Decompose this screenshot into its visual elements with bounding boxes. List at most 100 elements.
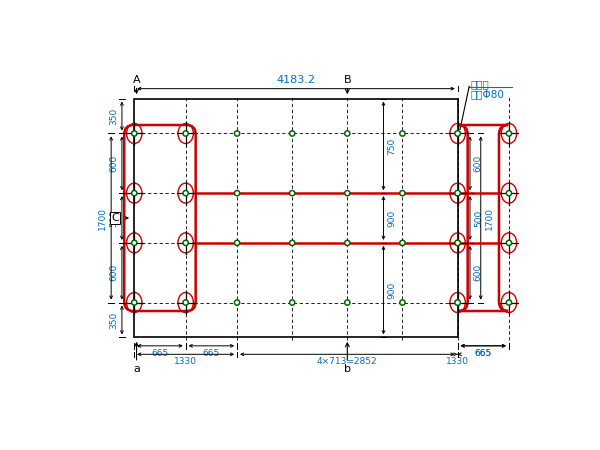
Circle shape (457, 302, 459, 304)
Circle shape (508, 242, 510, 244)
Circle shape (400, 190, 405, 196)
Circle shape (401, 242, 404, 244)
Circle shape (508, 302, 510, 304)
Text: 1700: 1700 (98, 207, 107, 230)
Circle shape (133, 132, 136, 135)
Text: a: a (133, 364, 140, 374)
Text: b: b (344, 364, 351, 374)
Circle shape (235, 240, 240, 246)
Circle shape (457, 242, 459, 244)
Text: 500: 500 (474, 209, 483, 227)
Circle shape (506, 300, 512, 305)
Text: 1700: 1700 (485, 207, 494, 230)
Circle shape (236, 192, 238, 194)
Circle shape (289, 131, 295, 136)
Circle shape (183, 300, 188, 305)
Circle shape (400, 300, 405, 305)
Text: 665: 665 (475, 349, 492, 358)
Text: 665: 665 (151, 349, 169, 358)
Circle shape (291, 302, 293, 304)
Circle shape (457, 132, 459, 135)
Circle shape (506, 131, 512, 136)
Text: 900: 900 (388, 209, 397, 227)
Circle shape (457, 192, 459, 194)
Circle shape (235, 190, 240, 196)
Text: 350: 350 (109, 311, 118, 328)
Circle shape (131, 131, 137, 136)
Circle shape (185, 192, 187, 194)
Bar (134, 99, 458, 338)
Circle shape (346, 132, 349, 135)
Circle shape (235, 131, 240, 136)
Text: 750: 750 (388, 137, 397, 154)
Circle shape (344, 131, 350, 136)
Circle shape (346, 192, 349, 194)
Circle shape (400, 131, 405, 136)
Circle shape (289, 240, 295, 246)
Circle shape (344, 240, 350, 246)
Circle shape (185, 302, 187, 304)
Circle shape (133, 242, 136, 244)
Circle shape (457, 132, 459, 135)
Circle shape (133, 192, 136, 194)
Circle shape (401, 302, 404, 304)
Circle shape (236, 242, 238, 244)
Text: 4183.2: 4183.2 (277, 75, 316, 85)
Circle shape (401, 192, 404, 194)
Text: 350: 350 (109, 108, 118, 125)
Circle shape (457, 302, 459, 304)
Circle shape (291, 242, 293, 244)
Text: 内径Φ80: 内径Φ80 (471, 89, 505, 99)
Circle shape (235, 300, 240, 305)
Circle shape (455, 240, 460, 246)
Text: 600: 600 (474, 155, 483, 172)
Circle shape (400, 240, 405, 246)
Text: B: B (344, 75, 351, 85)
Circle shape (346, 302, 349, 304)
Text: 600: 600 (474, 264, 483, 281)
Circle shape (457, 242, 459, 244)
Text: 1330: 1330 (174, 357, 197, 366)
Circle shape (455, 131, 460, 136)
Circle shape (185, 242, 187, 244)
Circle shape (506, 190, 512, 196)
Text: 1330: 1330 (446, 357, 469, 366)
Text: 600: 600 (109, 155, 118, 172)
Circle shape (455, 240, 460, 246)
Circle shape (457, 192, 459, 194)
Circle shape (291, 132, 293, 135)
Circle shape (455, 300, 460, 305)
Circle shape (508, 132, 510, 135)
Circle shape (131, 190, 137, 196)
Circle shape (346, 242, 349, 244)
Text: A: A (133, 75, 140, 85)
Circle shape (133, 302, 136, 304)
Text: 665: 665 (203, 349, 220, 358)
Circle shape (183, 240, 188, 246)
Circle shape (183, 190, 188, 196)
Circle shape (289, 300, 295, 305)
Circle shape (506, 240, 512, 246)
Circle shape (455, 190, 460, 196)
Circle shape (131, 240, 137, 246)
Text: 600: 600 (109, 264, 118, 281)
Circle shape (344, 300, 350, 305)
Circle shape (236, 302, 238, 304)
Circle shape (183, 131, 188, 136)
Text: C: C (111, 213, 119, 223)
Circle shape (455, 190, 460, 196)
Text: 500: 500 (109, 209, 118, 227)
Circle shape (455, 131, 460, 136)
Circle shape (291, 192, 293, 194)
Text: 900: 900 (388, 282, 397, 299)
Circle shape (236, 132, 238, 135)
Text: 665: 665 (475, 349, 492, 358)
Circle shape (455, 300, 460, 305)
Circle shape (289, 190, 295, 196)
Circle shape (344, 190, 350, 196)
Text: 4×713=2852: 4×713=2852 (317, 357, 377, 366)
Circle shape (508, 192, 510, 194)
Circle shape (131, 300, 137, 305)
Text: 馒管桩: 馒管桩 (471, 79, 490, 89)
Circle shape (185, 132, 187, 135)
